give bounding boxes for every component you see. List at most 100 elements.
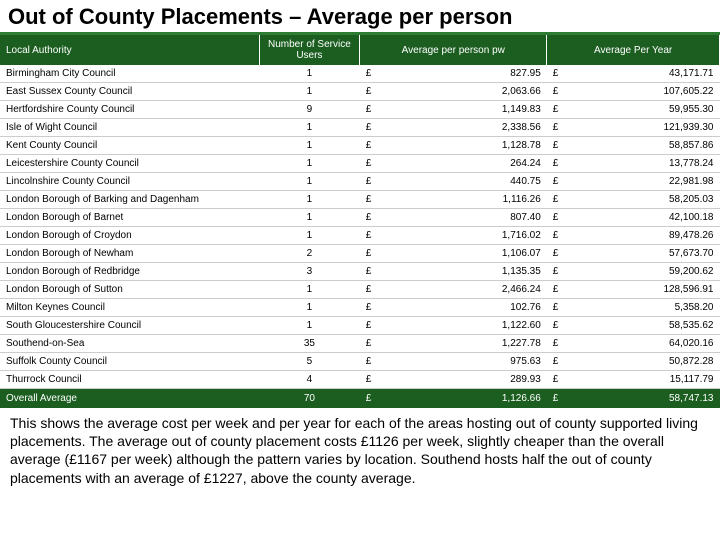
cell-pw-value: 440.75 [371,176,541,187]
cell-users: 1 [259,281,360,299]
cell-la: Lincolnshire County Council [0,173,259,191]
table-row: Birmingham City Council1£827.95£43,171.7… [0,65,720,83]
cell-pw: £2,466.24 [360,281,547,299]
cell-py: £107,605.22 [547,83,720,101]
cell-pw: £289.93 [360,371,547,389]
cell-users: 1 [259,191,360,209]
table-header-row: Local Authority Number of Service Users … [0,35,720,65]
cell-la: Birmingham City Council [0,65,259,83]
cell-users: 1 [259,155,360,173]
cell-pw: £1,116.26 [360,191,547,209]
cell-pw-value: 827.95 [371,68,541,79]
cell-pw: £827.95 [360,65,547,83]
cell-py-value: 58,205.03 [558,194,713,205]
table-row: Milton Keynes Council1£102.76£5,358.20 [0,299,720,317]
cell-py-value: 57,673.70 [558,248,713,259]
cell-py: £59,200.62 [547,263,720,281]
footer-py: £ 58,747.13 [547,389,720,409]
cell-pw: £1,149.83 [360,101,547,119]
cell-la: London Borough of Redbridge [0,263,259,281]
cell-pw-value: 102.76 [371,302,541,313]
table-row: Thurrock Council4£289.93£15,117.79 [0,371,720,389]
cell-py-value: 107,605.22 [558,86,713,97]
footer-pw-value: 1,126.66 [371,393,541,404]
footer-pw: £ 1,126.66 [360,389,547,409]
cell-py: £50,872.28 [547,353,720,371]
cell-py: £59,955.30 [547,101,720,119]
cell-py: £58,535.62 [547,317,720,335]
cell-users: 1 [259,83,360,101]
cell-py-value: 42,100.18 [558,212,713,223]
placements-table: Local Authority Number of Service Users … [0,35,720,408]
cell-py: £128,596.91 [547,281,720,299]
cell-py-value: 15,117.79 [558,374,713,385]
cell-users: 1 [259,173,360,191]
cell-pw: £102.76 [360,299,547,317]
page-title: Out of County Placements – Average per p… [8,4,712,30]
cell-pw: £1,106.07 [360,245,547,263]
table-row: Suffolk County Council5£975.63£50,872.28 [0,353,720,371]
cell-pw: £2,063.66 [360,83,547,101]
table-row: Kent County Council1£1,128.78£58,857.86 [0,137,720,155]
cell-pw: £807.40 [360,209,547,227]
cell-pw-value: 1,149.83 [371,104,541,115]
cell-py-value: 128,596.91 [558,284,713,295]
cell-pw-value: 975.63 [371,356,541,367]
cell-users: 1 [259,317,360,335]
cell-py: £58,205.03 [547,191,720,209]
cell-pw: £440.75 [360,173,547,191]
cell-pw: £2,338.56 [360,119,547,137]
table-row: Leicestershire County Council1£264.24£13… [0,155,720,173]
cell-py-value: 59,955.30 [558,104,713,115]
col-local-authority: Local Authority [0,35,259,65]
cell-pw-value: 289.93 [371,374,541,385]
cell-users: 1 [259,299,360,317]
col-avg-py: Average Per Year [547,35,720,65]
table-row: Southend-on-Sea35£1,227.78£64,020.16 [0,335,720,353]
cell-la: Hertfordshire County Council [0,101,259,119]
cell-pw: £1,122.60 [360,317,547,335]
table-row: South Gloucestershire Council1£1,122.60£… [0,317,720,335]
cell-py-value: 43,171.71 [558,68,713,79]
cell-py: £15,117.79 [547,371,720,389]
cell-users: 5 [259,353,360,371]
table-row: Lincolnshire County Council1£440.75£22,9… [0,173,720,191]
cell-py: £42,100.18 [547,209,720,227]
cell-la: Kent County Council [0,137,259,155]
cell-users: 35 [259,335,360,353]
cell-py-value: 58,857.86 [558,140,713,151]
cell-pw: £1,716.02 [360,227,547,245]
cell-py: £22,981.98 [547,173,720,191]
cell-users: 1 [259,119,360,137]
cell-users: 3 [259,263,360,281]
cell-pw: £1,128.78 [360,137,547,155]
cell-py: £89,478.26 [547,227,720,245]
cell-py-value: 22,981.98 [558,176,713,187]
cell-la: East Sussex County Council [0,83,259,101]
cell-pw-value: 1,227.78 [371,338,541,349]
cell-py: £64,020.16 [547,335,720,353]
table-row: London Borough of Redbridge3£1,135.35£59… [0,263,720,281]
table-row: Hertfordshire County Council9£1,149.83£5… [0,101,720,119]
cell-la: London Borough of Newham [0,245,259,263]
footer-users: 70 [259,389,360,409]
table-row: East Sussex County Council1£2,063.66£107… [0,83,720,101]
cell-py-value: 58,535.62 [558,320,713,331]
cell-la: London Borough of Sutton [0,281,259,299]
cell-users: 2 [259,245,360,263]
cell-py: £5,358.20 [547,299,720,317]
table-row: London Borough of Barking and Dagenham1£… [0,191,720,209]
cell-py-value: 59,200.62 [558,266,713,277]
cell-pw-value: 264.24 [371,158,541,169]
cell-py-value: 50,872.28 [558,356,713,367]
cell-la: Suffolk County Council [0,353,259,371]
cell-py: £43,171.71 [547,65,720,83]
cell-py-value: 5,358.20 [558,302,713,313]
cell-la: London Borough of Barking and Dagenham [0,191,259,209]
cell-py-value: 64,020.16 [558,338,713,349]
cell-la: Isle of Wight Council [0,119,259,137]
cell-users: 1 [259,65,360,83]
footer-la: Overall Average [0,389,259,409]
table-row: London Borough of Croydon1£1,716.02£89,4… [0,227,720,245]
cell-la: Southend-on-Sea [0,335,259,353]
